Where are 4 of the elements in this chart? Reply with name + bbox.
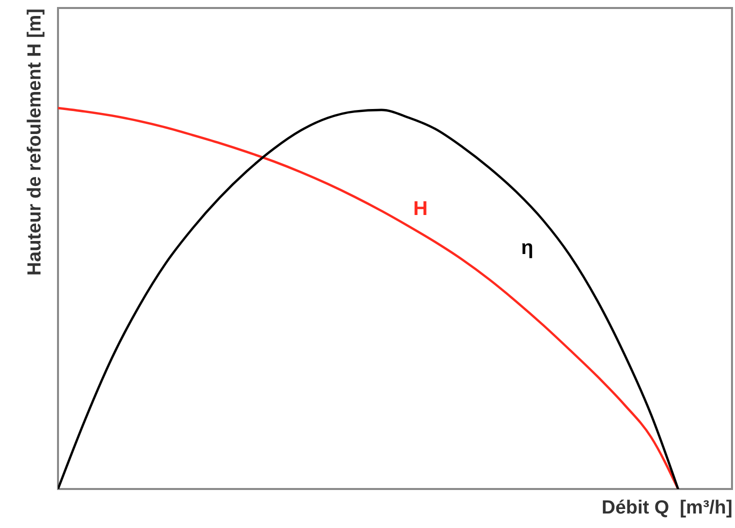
y-axis-title: Hauteur de refoulement H [m] <box>24 8 46 276</box>
series-label: H <box>413 198 428 220</box>
series-label: η <box>521 236 534 259</box>
x-axis-title: Débit Q [m³/h] <box>602 498 732 518</box>
